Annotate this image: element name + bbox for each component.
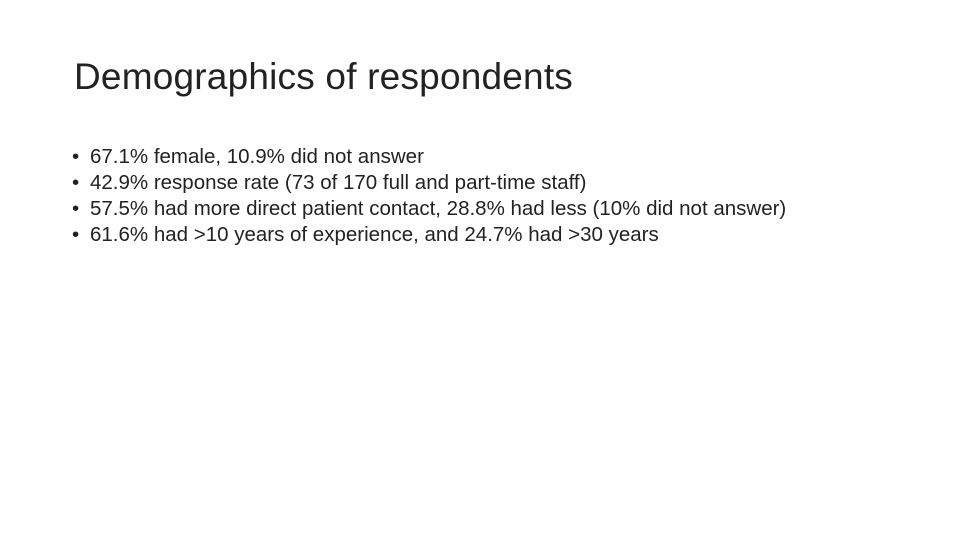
bullet-list: • 67.1% female, 10.9% did not answer • 42.9…: [72, 144, 872, 248]
bullet-text: 42.9% response rate (73 of 170 full and …: [90, 171, 587, 194]
bullet-text: 67.1% female, 10.9% did not answer: [90, 145, 424, 168]
slide-title: Demographics of respondents: [74, 56, 574, 97]
bullet-item: • 61.6% had >10 years of experience, and …: [72, 222, 872, 248]
bullet-item: • 57.5% had more direct patient contact, …: [72, 196, 872, 222]
bullet-dot: •: [72, 145, 80, 168]
bullet-item: • 67.1% female, 10.9% did not answer: [72, 144, 872, 170]
bullet-text: 61.6% had >10 years of experience, and 2…: [90, 223, 659, 246]
bullet-dot: •: [72, 197, 80, 220]
bullet-text: 57.5% had more direct patient contact, 2…: [90, 197, 787, 220]
bullet-dot: •: [72, 223, 80, 246]
bullet-dot: •: [72, 171, 80, 194]
bullet-item: • 42.9% response rate (73 of 170 full and…: [72, 170, 872, 196]
